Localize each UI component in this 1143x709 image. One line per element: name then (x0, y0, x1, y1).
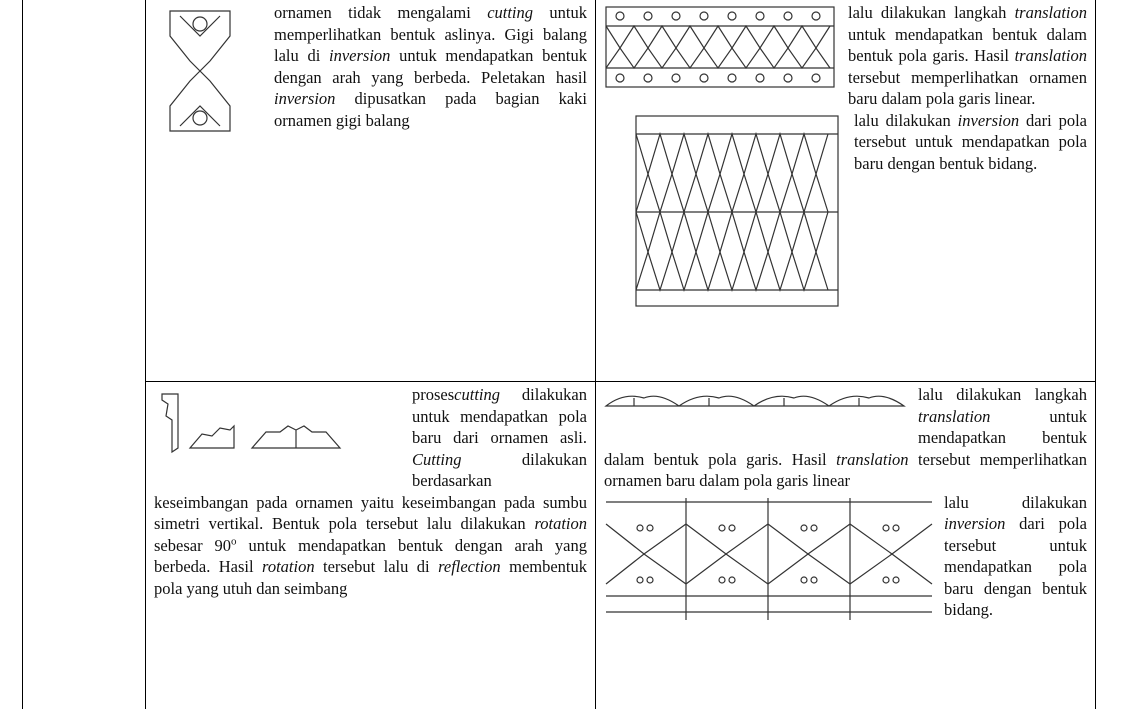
text-run: Cutting (412, 449, 462, 469)
text-run: lalu dilakukan langkah (918, 385, 1087, 404)
text-run: dilakukan untuk mendapatkan pola baru da… (412, 385, 587, 447)
text-run: dilakukan berdasarkan keseimbangan pada … (154, 449, 587, 534)
text-run: lalu dilakukan langkah (848, 3, 1015, 22)
paragraph: prosescutting dilakukan untuk mendapatka… (154, 384, 587, 599)
paragraph: lalu dilakukan inversion dari pola terse… (604, 492, 1087, 624)
paragraph: lalu dilakukan langkah translation untuk… (604, 384, 1087, 492)
text-run: translation (1014, 46, 1087, 65)
text-run: inversion (329, 46, 391, 65)
translation-figure (604, 395, 906, 407)
text-run: untuk mendapatkan bentuk dalam bentuk po… (848, 24, 1087, 66)
paragraph: lalu dilakukan inversion dari pola terse… (604, 110, 1087, 310)
text-run: tersebut lalu di (314, 557, 439, 576)
cutting-figure (161, 393, 342, 454)
text-run: tersebut memperlihatkan ornamen baru dal… (848, 67, 1087, 109)
text-run: untuk mendapatkan bentuk dengan arah yan… (154, 535, 587, 577)
text-run: ornamen tidak mengalami (274, 3, 488, 22)
text-run: dari pola tersebut untuk mendapatkan pol… (944, 514, 1087, 619)
table-cell: prosescutting dilakukan untuk mendapatka… (146, 381, 596, 709)
table-cell: lalu dilakukan langkah translation untuk… (596, 381, 1096, 709)
paragraph: ornamen tidak mengalami cutting untuk me… (154, 2, 587, 134)
translation-figure (605, 6, 835, 88)
inversion-figure (635, 114, 839, 307)
text-run: translation (918, 406, 991, 426)
text-run: dipusatkan pada bagian kaki ornamen gigi… (274, 89, 587, 130)
text-run: inversion (274, 89, 336, 108)
text-run: inversion (944, 514, 1006, 533)
table-cell: ornamen tidak mengalami cutting untuk me… (146, 0, 596, 381)
text-run: membentuk pola yang utuh dan seimbang (154, 557, 588, 598)
ornament-figure (169, 10, 231, 132)
text-run: lalu dilakukan (944, 492, 1087, 512)
table-cell: lalu dilakukan langkah translation untuk… (596, 0, 1096, 381)
text-run: proses (412, 385, 455, 404)
text-run: inversion (957, 110, 1020, 130)
empty-column (22, 0, 146, 709)
paragraph: lalu dilakukan langkah translation untuk… (604, 2, 1087, 110)
text-run: untuk mendapatkan bentuk dalam bentuk po… (604, 406, 1087, 469)
text-run: cutting (454, 385, 500, 404)
text-run: untuk mendapatkan bentuk dengan arah yan… (274, 46, 587, 87)
inversion-figure (605, 497, 933, 620)
text-run: rotation (534, 514, 587, 533)
text-run: dari pola tersebut untuk mendapatkan pol… (854, 110, 1088, 173)
text-run: sebesar 90 (154, 535, 232, 555)
text-run: lalu dilakukan (854, 110, 958, 130)
text-run: tersebut memperlihatkan ornamen baru dal… (604, 449, 1087, 491)
text-run: reflection (438, 557, 501, 576)
text-run: rotation (262, 557, 315, 576)
text-run: untuk memperlihatkan bentuk aslinya. Gig… (274, 3, 587, 65)
text-run: cutting (487, 3, 534, 22)
text-run: o (231, 535, 237, 547)
text-run: translation (836, 449, 909, 469)
text-run: translation (1014, 3, 1087, 22)
